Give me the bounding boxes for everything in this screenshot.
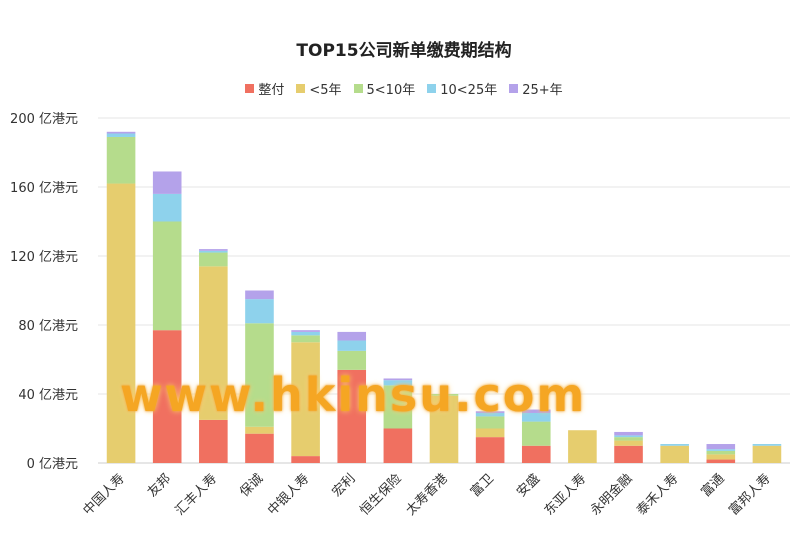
bar-segment bbox=[383, 380, 413, 386]
x-tick-label: 中国人寿 bbox=[81, 471, 128, 518]
bar-segment bbox=[152, 171, 182, 194]
legend: 整付 <5年 5<10年 10<25年 25+年 bbox=[0, 79, 808, 98]
bar-segment bbox=[199, 419, 228, 463]
bar-segment bbox=[199, 266, 228, 420]
bar-segment bbox=[521, 409, 551, 413]
bar-segment bbox=[706, 449, 736, 451]
legend-item[interactable]: 10<25年 bbox=[427, 79, 497, 98]
bar-segment bbox=[337, 369, 367, 463]
x-tick-label: 安盛 bbox=[514, 471, 543, 500]
bar-segment bbox=[291, 342, 320, 457]
legend-swatch bbox=[427, 84, 437, 93]
legend-label: 25+年 bbox=[522, 83, 563, 98]
legend-item[interactable]: <5年 bbox=[296, 79, 342, 98]
bar-segment bbox=[199, 250, 228, 253]
bar-segment bbox=[245, 323, 274, 427]
bar-segment bbox=[568, 430, 597, 463]
legend-item[interactable]: 25+年 bbox=[509, 79, 563, 98]
bar-segment bbox=[475, 416, 505, 429]
bar-segment bbox=[706, 444, 736, 450]
x-tick-label: 富通 bbox=[698, 471, 728, 501]
legend-label: <5年 bbox=[309, 83, 342, 98]
bar-segment bbox=[521, 421, 551, 446]
legend-swatch bbox=[509, 84, 519, 93]
x-tick-label: 中银人寿 bbox=[265, 471, 312, 518]
bar-segment bbox=[245, 290, 274, 300]
bar-segment bbox=[383, 385, 413, 429]
x-tick-label: 保诚 bbox=[237, 471, 266, 500]
bar-segment bbox=[660, 445, 689, 463]
bar-segment bbox=[614, 431, 643, 436]
bar-segment bbox=[614, 445, 643, 463]
bar-segment bbox=[199, 252, 228, 267]
bar-segment bbox=[337, 350, 367, 370]
legend-label: 5<10年 bbox=[366, 83, 416, 98]
bar-segment bbox=[383, 428, 413, 463]
bar-segment bbox=[614, 440, 643, 446]
bar-segment bbox=[429, 395, 459, 463]
x-tick-label: 永明金融 bbox=[587, 471, 635, 519]
bar-segment bbox=[614, 435, 643, 438]
bar-segment bbox=[337, 331, 367, 341]
legend-swatch bbox=[296, 84, 306, 93]
bar-segment bbox=[245, 433, 274, 463]
x-tick-label: 富卫 bbox=[467, 471, 497, 501]
bar-segment bbox=[706, 450, 736, 455]
y-tick-label: 200 亿港元 bbox=[10, 112, 78, 127]
y-tick-label: 120 亿港元 bbox=[10, 250, 78, 265]
y-tick-label: 40 亿港元 bbox=[18, 388, 78, 403]
legend-item[interactable]: 5<10年 bbox=[353, 79, 416, 98]
bar-segment bbox=[752, 444, 782, 446]
bar-segment bbox=[152, 221, 182, 331]
x-tick-label: 东亚人寿 bbox=[542, 471, 589, 518]
legend-label: 整付 bbox=[258, 83, 285, 98]
chart-title: TOP15公司新单缴费期结构 bbox=[296, 41, 512, 61]
bar-segment bbox=[199, 249, 228, 251]
bar-segment bbox=[245, 426, 274, 434]
x-tick-label: 汇丰人寿 bbox=[173, 471, 220, 518]
y-tick-label: 160 亿港元 bbox=[10, 181, 78, 196]
bar-segment bbox=[337, 340, 367, 351]
bar-segment bbox=[106, 131, 136, 134]
x-tick-label: 恒生保险 bbox=[357, 471, 404, 518]
bar-segment bbox=[291, 335, 320, 343]
bar-segment bbox=[521, 445, 551, 463]
bar-segment bbox=[475, 412, 505, 417]
legend-swatch bbox=[245, 84, 255, 93]
legend-label: 10<25年 bbox=[440, 83, 498, 98]
bar-segment bbox=[106, 183, 136, 464]
bar-segment bbox=[706, 459, 736, 463]
bar-segment bbox=[106, 136, 136, 184]
bar-segment bbox=[475, 411, 505, 413]
bar-segment bbox=[245, 299, 274, 324]
bar-segment bbox=[660, 444, 689, 446]
bar-segment bbox=[475, 437, 505, 463]
x-tick-label: 太寿香港 bbox=[403, 471, 450, 518]
legend-swatch bbox=[353, 84, 363, 93]
x-tick-label: 泰禾人寿 bbox=[634, 471, 681, 518]
x-tick-label: 宏利 bbox=[330, 471, 359, 500]
x-tick-label: 友邦 bbox=[144, 471, 174, 501]
x-tick-label: 富邦人寿 bbox=[726, 471, 774, 519]
bar-segment bbox=[152, 330, 182, 463]
bar-segment bbox=[152, 193, 182, 222]
bar-segment bbox=[706, 454, 736, 460]
bar-segment bbox=[291, 330, 320, 332]
bar-segment bbox=[752, 445, 782, 463]
y-tick-label: 80 亿港元 bbox=[18, 319, 78, 334]
bar-segment bbox=[383, 378, 413, 381]
bar-segment bbox=[614, 437, 643, 441]
bar-segment bbox=[291, 331, 320, 336]
bar-segment bbox=[475, 428, 505, 438]
bar-segment bbox=[521, 412, 551, 422]
bar-segment bbox=[106, 133, 136, 137]
bar-segment bbox=[291, 456, 320, 463]
bar-segment bbox=[429, 394, 459, 396]
legend-item[interactable]: 整付 bbox=[245, 79, 284, 98]
y-tick-label: 0 亿港元 bbox=[27, 457, 78, 472]
